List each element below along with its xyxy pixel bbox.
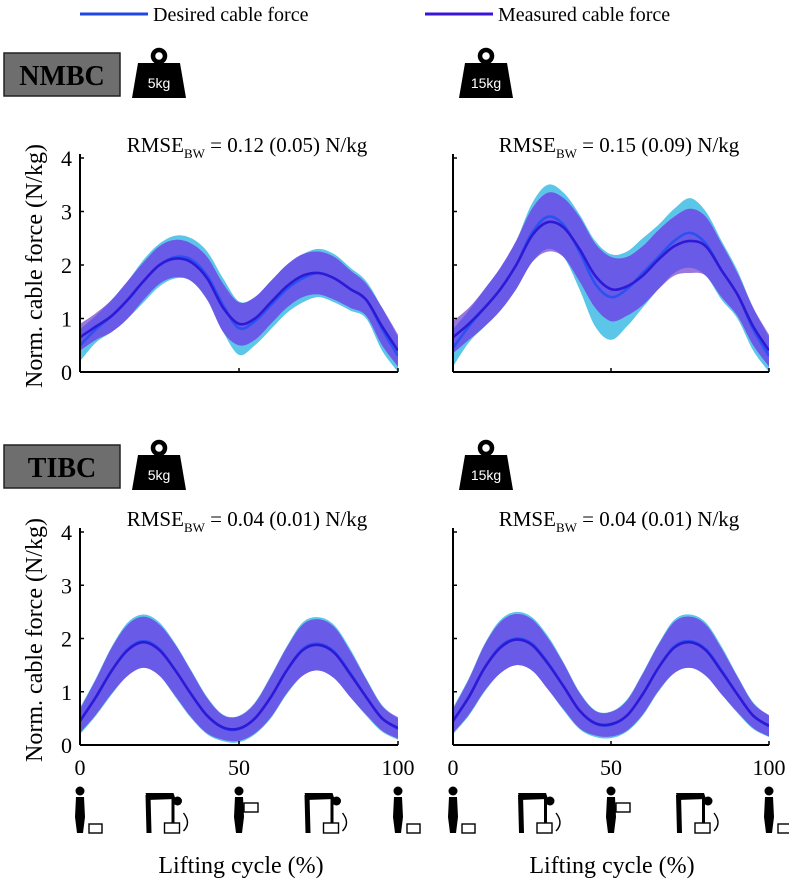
weight-icon: 15kg [459,439,513,490]
plot-area [453,611,769,739]
rmse-annotation: RMSEBW = 0.12 (0.05) N/kg [127,133,368,161]
y-tick-label: 4 [61,520,72,545]
y-tick-label: 2 [61,627,72,652]
weight-icon: 15kg [459,47,513,98]
y-tick-label: 2 [61,253,72,278]
sd-band-overlap [453,192,769,367]
bending-lower-icon [676,793,719,834]
y-tick-label: 3 [61,573,72,598]
x-tick-label: 0 [75,755,86,780]
plot-panel-tibc-5kg: 0 1 2 3 4 0 50 100 RMSEBW = 0.04 (0.01) N/kg [61,507,415,780]
legend-measured-label: Measured cable force [498,4,670,26]
x-tick-label: 100 [382,755,415,780]
phase-icon-row [75,786,421,834]
plot-area [453,184,769,372]
y-tick-label: 1 [61,307,72,332]
weight-label: 5kg [148,467,171,483]
legend-desired-label: Desired cable force [153,4,309,26]
bending-lift-icon [145,793,189,834]
plot-panel-nmbc-15kg: RMSEBW = 0.15 (0.09) N/kg [452,133,770,373]
standing-with-box-icon [75,786,103,834]
y-tick-label: 3 [61,200,72,225]
y-tick-label: 4 [61,146,72,171]
weight-label: 5kg [148,75,171,91]
weight-label: 15kg [471,467,501,483]
section-tag-tibc-label: TIBC [28,453,96,484]
sd-band-overlap [80,616,398,742]
section-tag-nmbc-label: NMBC [19,61,105,92]
standing-holding-box-icon [606,786,631,833]
y-axis-label: Norm. cable force (N/kg) [22,518,48,762]
section-tag-tibc: TIBC [3,444,121,489]
y-axis-label: Norm. cable force (N/kg) [22,144,48,388]
y-tick-label: 0 [61,733,72,758]
weight-icon: 5kg [132,47,186,98]
y-tick-label: 1 [61,680,72,705]
x-tick-label: 0 [448,755,459,780]
y-tick-label: 0 [61,360,72,385]
section-tag-nmbc: NMBC [3,52,121,97]
weight-icon: 5kg [132,439,186,490]
rmse-annotation: RMSEBW = 0.15 (0.09) N/kg [499,133,740,161]
x-tick-label: 100 [753,755,786,780]
sd-band-overlap [453,613,769,737]
plot-area [80,614,398,743]
standing-holding-box-icon [234,786,259,833]
measured-mean-line [453,220,769,352]
x-tick-label: 50 [600,755,622,780]
measured-mean-line [80,640,398,731]
x-axis-label: Lifting cycle (%) [529,853,694,879]
rmse-annotation: RMSEBW = 0.04 (0.01) N/kg [499,507,740,535]
weight-label: 15kg [471,75,501,91]
bending-lower-icon [304,793,348,834]
bending-lift-icon [518,793,561,834]
standing-with-box-icon [393,786,421,834]
x-tick-label: 50 [228,755,250,780]
measured-mean-line [80,257,398,352]
rmse-annotation: RMSEBW = 0.04 (0.01) N/kg [127,507,368,535]
legend: Desired cable force Measured cable force [80,4,670,26]
plot-panel-tibc-15kg: 0 50 100 RMSEBW = 0.04 (0.01) N/kg [448,507,786,780]
standing-with-box-icon [764,786,789,834]
plot-area [80,235,398,372]
phase-icon-row [448,786,789,834]
measured-mean-line [453,638,769,727]
sd-band-overlap [80,239,398,367]
standing-with-box-icon [448,786,476,834]
x-axis-label: Lifting cycle (%) [158,853,323,879]
plot-panel-nmbc-5kg: 0 1 2 3 4 RMSEBW = 0.12 (0.05) N/kg [61,133,399,385]
